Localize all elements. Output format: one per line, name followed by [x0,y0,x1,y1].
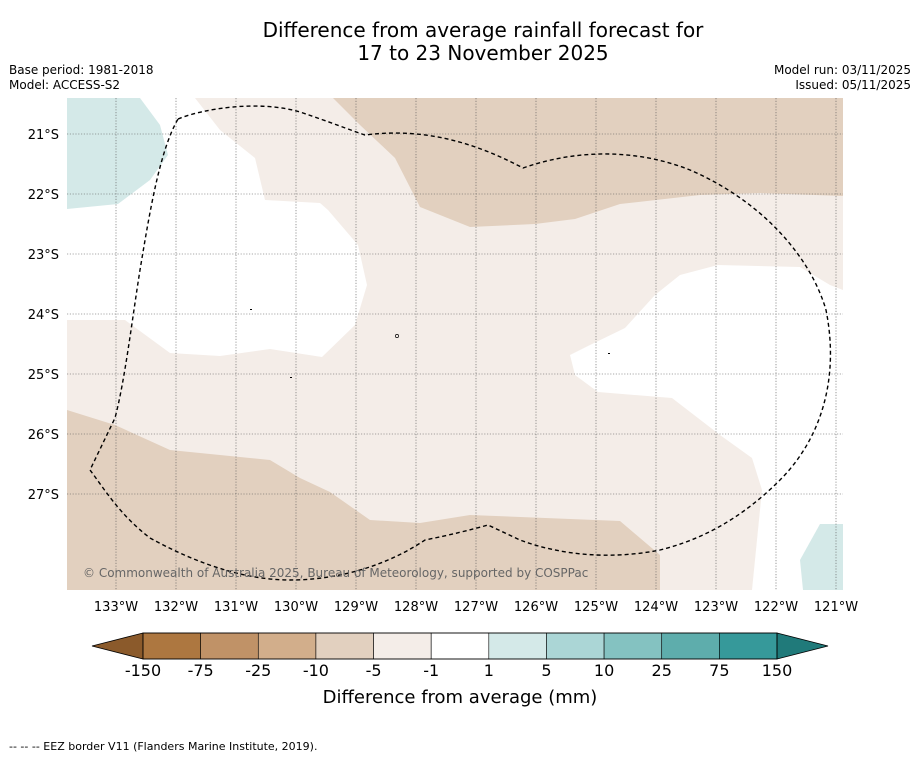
meta-left: Base period: 1981-2018 Model: ACCESS-S2 [9,63,154,93]
issued-date: Issued: 05/11/2025 [795,78,911,92]
colorbar-extend-low [91,632,144,660]
lon-label: 121°W [814,600,858,615]
island-marks [250,309,610,378]
colorbar-tick-label: 25 [652,661,672,680]
lon-label: 131°W [214,600,258,615]
colorbar-tick-label: -1 [423,661,439,680]
colorbar-segment [315,632,374,660]
colorbar-segment [546,632,605,660]
colorbar-segment [661,632,720,660]
lon-label: 124°W [634,600,678,615]
colorbar-tick-label: 150 [762,661,793,680]
lon-label: 127°W [454,600,498,615]
colorbar-segment [200,632,259,660]
colorbar-tick-label: 10 [594,661,614,680]
contour-1-to-5-top-left [67,98,168,209]
map-area: © Commonwealth of Australia 2025, Bureau… [67,98,843,590]
colorbar-extend-high [776,632,829,660]
title-line-1: Difference from average rainfall forecas… [262,18,704,42]
contour-1-to-5-bottom-right [800,524,843,590]
colorbar-segment [488,632,547,660]
lon-label: 125°W [574,600,618,615]
colorbar-tick-label: 1 [484,661,494,680]
model-name: Model: ACCESS-S2 [9,78,121,92]
lat-label: 25°S [28,368,59,383]
colorbar-segment [373,632,432,660]
colorbar-segment [603,632,663,660]
colorbar-segments [142,632,778,660]
lon-label: 132°W [154,600,198,615]
lat-label: 23°S [28,248,59,263]
lon-label: 129°W [334,600,378,615]
colorbar-outline [142,632,778,660]
colorbar-tick-label: -75 [188,661,214,680]
eez-border [89,105,832,581]
lat-label: 26°S [28,428,59,443]
colorbar-tick-label: 5 [541,661,551,680]
meta-right: Model run: 03/11/2025 Issued: 05/11/2025 [774,63,911,93]
colorbar: -150 -75 -25 -10 -5 -1 1 5 10 25 75 150 Difference … [91,632,829,708]
colorbar-tick-label: -10 [303,661,329,680]
lat-label: 21°S [28,128,59,143]
lon-label: 133°W [94,600,138,615]
footer-note: -- -- -- EEZ border V11 (Flanders Marine… [9,740,318,753]
base-period: Base period: 1981-2018 [9,63,154,77]
colorbar-tick-labels: -150 -75 -25 -10 -5 -1 1 5 10 25 75 150 [125,661,792,680]
contour-minus10-to-minus5-top [333,98,843,227]
lon-label: 128°W [394,600,438,615]
longitude-labels: 133°W 132°W 131°W 130°W 129°W 128°W 127°… [94,600,858,615]
latitude-labels: 21°S 22°S 23°S 24°S 25°S 26°S 27°S [28,128,59,503]
lon-label: 130°W [274,600,318,615]
lon-label: 126°W [514,600,558,615]
title-line-2: 17 to 23 November 2025 [357,41,609,65]
colorbar-segment [719,632,778,660]
lat-label: 22°S [28,188,59,203]
lon-label: 122°W [754,600,798,615]
colorbar-tick-label: -25 [245,661,271,680]
lon-label: 123°W [694,600,738,615]
colorbar-tick-label: 75 [709,661,729,680]
model-run: Model run: 03/11/2025 [773,63,911,77]
graticule [67,98,843,590]
colorbar-tick-label: -150 [125,661,161,680]
lat-label: 27°S [28,488,59,503]
map-title: Difference from average rainfall forecas… [0,19,919,65]
colorbar-label: Difference from average (mm) [323,687,598,708]
copyright-text: © Commonwealth of Australia 2025, Bureau… [83,566,588,580]
colorbar-tick-label: -5 [366,661,382,680]
colorbar-segment [430,632,490,660]
colorbar-segment [257,632,317,660]
contour-minus10-to-minus5-bottom [67,410,660,590]
colorbar-segment [142,632,201,660]
lat-label: 24°S [28,308,59,323]
